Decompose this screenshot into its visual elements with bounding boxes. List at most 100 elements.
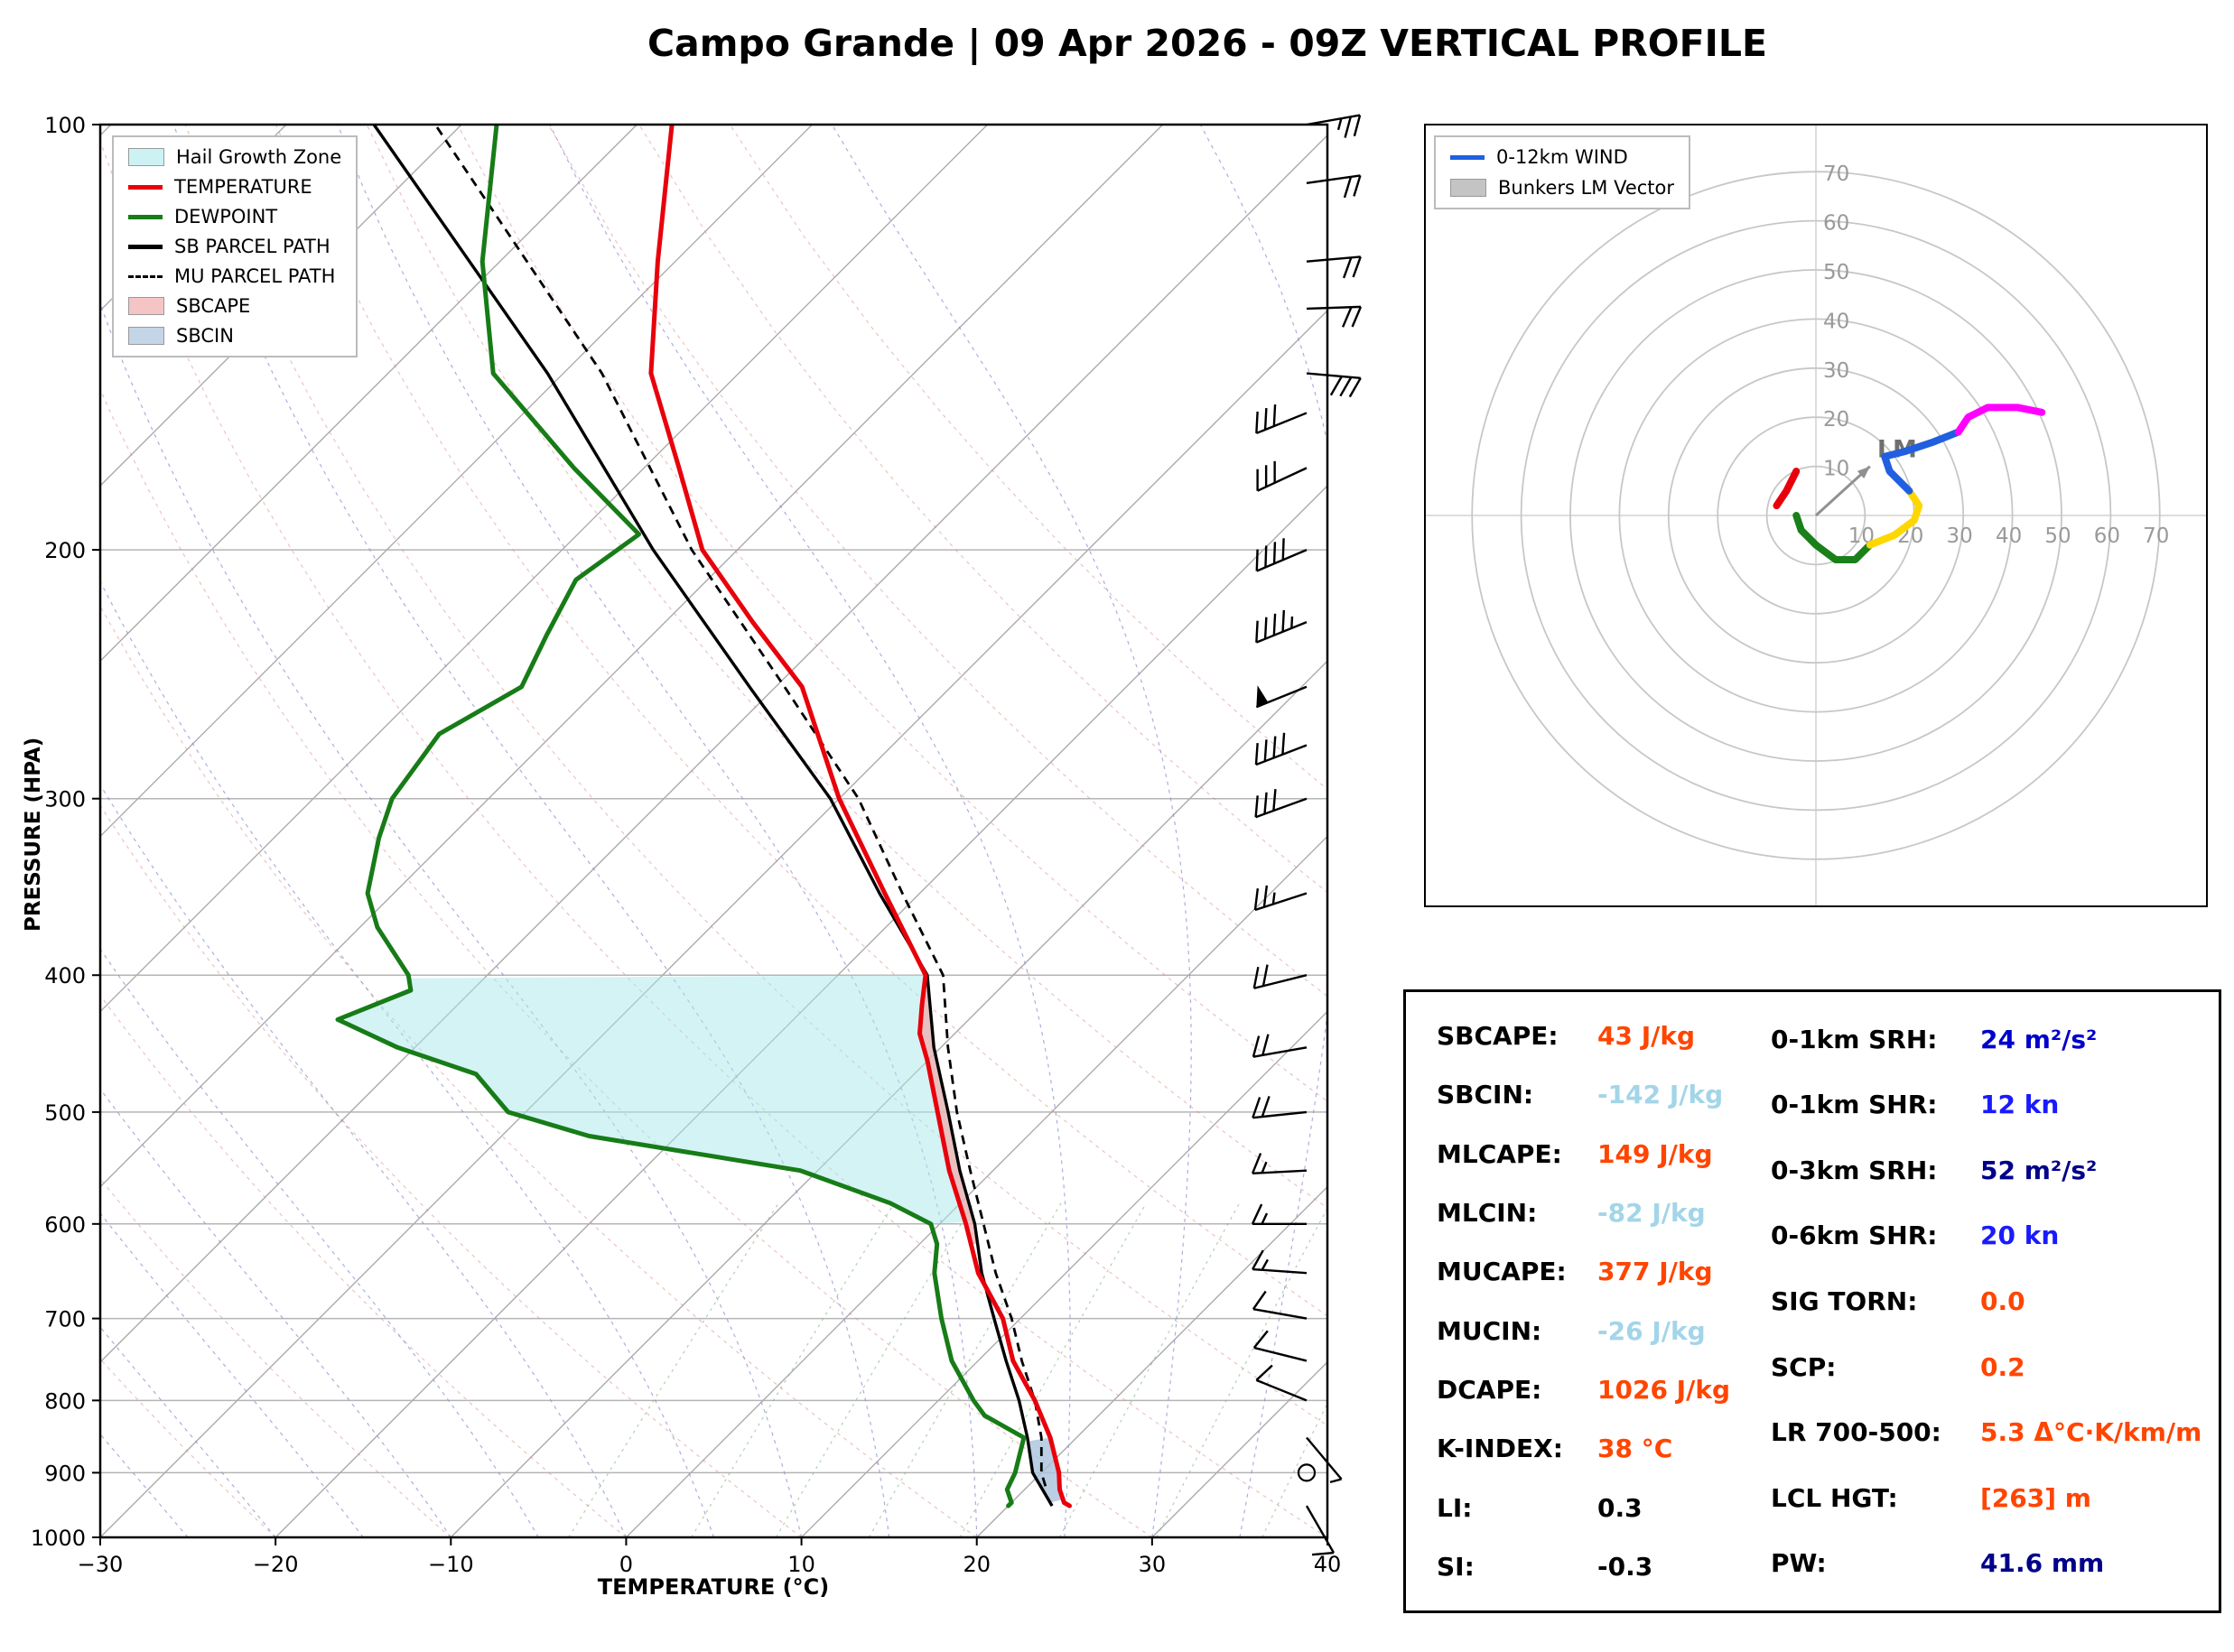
pressure-tick-label: 1000 xyxy=(31,1526,86,1551)
stat-label: DCAPE: xyxy=(1437,1374,1542,1405)
stat-value: 377 J/kg xyxy=(1597,1257,1713,1287)
stats-panel: SBCAPE: 43 J/kg SBCIN: -142 J/kg MLCAPE: 149 … xyxy=(1403,989,2221,1613)
legend-item-label: 0-12km WIND xyxy=(1496,146,1628,168)
stat-label: MLCAPE: xyxy=(1437,1138,1562,1169)
stat-value: 43 J/kg xyxy=(1597,1021,1696,1052)
legend-line-swatch xyxy=(128,244,163,249)
stat-value: -26 J/kg xyxy=(1597,1315,1706,1346)
legend-item-label: SB PARCEL PATH xyxy=(174,236,330,257)
legend-item: 0-12km WIND xyxy=(1450,146,1674,168)
stat-row: DCAPE: 1026 J/kg xyxy=(1437,1375,1762,1405)
stat-row: MLCIN: -82 J/kg xyxy=(1437,1198,1762,1228)
skewt-profile-curves xyxy=(335,125,1072,1508)
legend-item: Hail Growth Zone xyxy=(128,146,341,168)
page-title: Campo Grande | 09 Apr 2026 - 09Z VERTICA… xyxy=(647,22,1768,65)
stat-value: 12 kn xyxy=(1980,1090,2060,1120)
pressure-tick-label: 500 xyxy=(44,1100,86,1126)
stat-label: 0-1km SHR: xyxy=(1771,1090,1938,1120)
temperature-tick-label: −20 xyxy=(253,1552,299,1577)
dewpoint-line xyxy=(335,125,1027,1508)
pressure-tick-label: 300 xyxy=(44,787,86,812)
hodograph-ring-label: 60 xyxy=(1823,212,1849,236)
stat-value: 0.2 xyxy=(1980,1351,2025,1382)
hodograph-ring-label: 30 xyxy=(1823,359,1849,383)
hodograph-ring-label: 50 xyxy=(1823,261,1849,284)
stat-row: LI: 0.3 xyxy=(1437,1493,1762,1523)
pressure-tick-label: 200 xyxy=(44,538,86,563)
stat-row: SCP: 0.2 xyxy=(1771,1352,2213,1382)
stat-row: 0-1km SHR: 12 kn xyxy=(1771,1090,2213,1119)
legend-patch-swatch xyxy=(128,297,164,315)
stat-label: SCP: xyxy=(1771,1351,1837,1382)
stat-value: -0.3 xyxy=(1597,1551,1653,1582)
stat-row: LR 700-500: 5.3 Δ°C·K/km/m xyxy=(1771,1417,2213,1447)
hodograph-trace-9-12km xyxy=(1954,404,2046,436)
hodograph-ring-label: 30 xyxy=(1947,524,1973,548)
pressure-tick-label: 100 xyxy=(44,113,86,138)
hodograph-ring-label: 40 xyxy=(1996,524,2022,548)
sb-parcel-path-line xyxy=(372,125,1054,1507)
legend-item: SBCAPE xyxy=(128,295,341,317)
stat-label: 0-1km SRH: xyxy=(1771,1024,1938,1054)
temperature-line xyxy=(648,125,1072,1508)
stat-label: MUCIN: xyxy=(1437,1315,1542,1346)
stat-value: 149 J/kg xyxy=(1597,1138,1713,1169)
stat-label: LCL HGT: xyxy=(1771,1482,1898,1513)
temperature-tick-label: 10 xyxy=(787,1552,815,1577)
stat-row: PW: 41.6 mm xyxy=(1771,1548,2213,1578)
hodograph-ring-label: 70 xyxy=(2143,524,2169,548)
hodograph-ring-label: 70 xyxy=(1823,162,1849,186)
stat-value: 52 m²/s² xyxy=(1980,1155,2098,1185)
stat-row: SI: -0.3 xyxy=(1437,1552,1762,1582)
legend-line-swatch xyxy=(128,184,163,190)
legend-item: DEWPOINT xyxy=(128,206,341,227)
stat-row: LCL HGT: [263] m xyxy=(1771,1483,2213,1513)
stat-label: SIG TORN: xyxy=(1771,1285,1918,1316)
stat-value: 24 m²/s² xyxy=(1980,1024,2098,1054)
legend-item-label: TEMPERATURE xyxy=(174,176,312,198)
temperature-tick-label: −10 xyxy=(428,1552,474,1577)
hodograph-ring-label: 20 xyxy=(1823,408,1849,432)
legend-item-label: DEWPOINT xyxy=(174,206,278,227)
stat-row: K-INDEX: 38 °C xyxy=(1437,1434,1762,1463)
temperature-tick-label: 20 xyxy=(963,1552,991,1577)
stat-row: SBCAPE: 43 J/kg xyxy=(1437,1021,1762,1051)
legend-patch-swatch xyxy=(1450,179,1486,197)
stat-value: 20 kn xyxy=(1980,1220,2060,1251)
stat-label: MLCIN: xyxy=(1437,1198,1538,1229)
stat-value: 0.3 xyxy=(1597,1492,1643,1523)
stat-value: 0.0 xyxy=(1980,1285,2025,1316)
hodograph-trace-1-3km xyxy=(1792,512,1874,563)
temperature-tick-label: 40 xyxy=(1314,1552,1342,1577)
stat-value: 41.6 mm xyxy=(1980,1548,2105,1579)
stat-label: SI: xyxy=(1437,1551,1475,1582)
hodograph-ring-label: 40 xyxy=(1823,310,1849,333)
stat-label: PW: xyxy=(1771,1548,1827,1579)
legend-patch-swatch xyxy=(128,148,164,166)
stat-row: MUCIN: -26 J/kg xyxy=(1437,1316,1762,1346)
temperature-tick-label: 0 xyxy=(619,1552,633,1577)
stat-row: SIG TORN: 0.0 xyxy=(1771,1286,2213,1316)
stat-label: K-INDEX: xyxy=(1437,1434,1563,1464)
legend-item-label: SBCAPE xyxy=(176,295,251,317)
hodograph-trace-0-1km xyxy=(1773,468,1801,510)
hodograph-ring-label: 50 xyxy=(2044,524,2071,548)
mu-parcel-path-line xyxy=(433,125,1047,1487)
stat-row: MUCAPE: 377 J/kg xyxy=(1437,1257,1762,1286)
stat-row: 0-3km SRH: 52 m²/s² xyxy=(1771,1155,2213,1185)
legend-line-swatch xyxy=(1450,154,1485,160)
stat-row: MLCAPE: 149 J/kg xyxy=(1437,1139,1762,1169)
wind-barb-column xyxy=(1251,114,1363,1556)
hodograph-legend: 0-12km WIND Bunkers LM Vector xyxy=(1434,135,1691,209)
legend-item-label: Hail Growth Zone xyxy=(176,146,342,168)
skewt-shaded-zones xyxy=(343,975,1064,1503)
legend-item: SB PARCEL PATH xyxy=(128,236,341,257)
stat-row: 0-1km SRH: 24 m²/s² xyxy=(1771,1025,2213,1054)
pressure-axis-label: PRESSURE (HPA) xyxy=(22,737,45,932)
legend-item: MU PARCEL PATH xyxy=(128,265,341,287)
stat-row: 0-6km SHR: 20 kn xyxy=(1771,1220,2213,1250)
pressure-tick-label: 900 xyxy=(44,1461,86,1486)
hodograph-trace-3-6km xyxy=(1866,487,1923,549)
